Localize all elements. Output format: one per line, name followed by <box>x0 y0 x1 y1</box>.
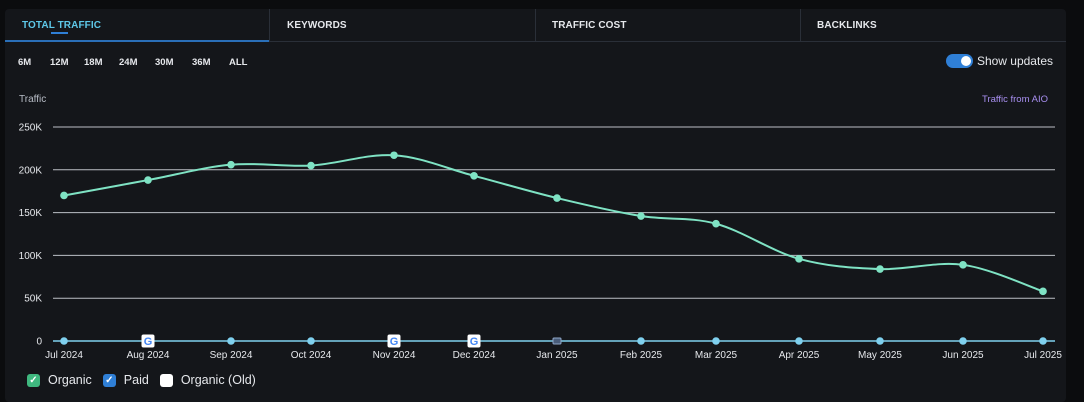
legend-organic-old[interactable]: Organic (Old) <box>159 373 256 387</box>
legend-label-organic: Organic <box>48 373 92 387</box>
traffic-from-aio-link[interactable]: Traffic from AIO <box>982 94 1048 105</box>
google-g-icon: G <box>470 336 479 348</box>
organic-data-point <box>144 176 152 184</box>
legend-label-paid: Paid <box>123 373 149 387</box>
update-marker-icon <box>552 337 562 345</box>
google-g-icon: G <box>144 336 153 348</box>
y-tick-label: 150K <box>19 208 43 219</box>
traffic-panel: TOTAL TRAFFIC KEYWORDS TRAFFIC COST BACK… <box>5 9 1066 402</box>
x-tick-label: Aug 2024 <box>127 350 170 361</box>
y-tick-label: 250K <box>19 123 43 134</box>
y-axis-title: Traffic <box>19 94 47 105</box>
y-tick-label: 0 <box>36 337 42 348</box>
paid-data-point <box>307 337 315 345</box>
range-30m[interactable]: 30M <box>155 57 174 68</box>
organic-data-point <box>959 261 967 269</box>
x-tick-label: Oct 2024 <box>291 350 332 361</box>
legend-label-organic-old: Organic (Old) <box>180 373 256 387</box>
organic-data-point <box>390 151 398 160</box>
legend-paid[interactable]: ✓ Paid <box>102 373 149 387</box>
paid-data-point <box>227 337 235 345</box>
x-tick-label: Jul 2024 <box>45 350 83 361</box>
organic-data-point <box>307 161 315 170</box>
traffic-line-chart: 0 50K 100K 150K 200K 250K Jul 2024 G Aug 2024 Sep… <box>19 123 1063 362</box>
tab-traffic-cost[interactable]: TRAFFIC COST <box>552 20 627 31</box>
paid-data-point <box>1039 337 1047 345</box>
paid-data-point <box>795 337 803 345</box>
x-tick-label: Jan 2025 <box>536 350 578 361</box>
google-update-icon <box>141 334 155 348</box>
x-tick-label: Jun 2025 <box>942 350 984 361</box>
tab-backlinks[interactable]: BACKLINKS <box>817 20 877 31</box>
google-update-icon <box>387 334 401 348</box>
google-g-icon: G <box>390 336 399 348</box>
organic-data-point <box>795 255 803 263</box>
range-24m[interactable]: 24M <box>119 57 138 68</box>
organic-data-point <box>470 171 478 180</box>
tab-total-traffic[interactable]: TOTAL TRAFFIC <box>22 20 102 31</box>
toggle-switch[interactable] <box>945 54 973 68</box>
metric-tabs: TOTAL TRAFFIC KEYWORDS TRAFFIC COST BACK… <box>5 9 1066 42</box>
range-36m[interactable]: 36M <box>192 57 211 68</box>
x-tick-label: Feb 2025 <box>620 350 663 361</box>
google-update-icon <box>467 334 481 348</box>
paid-data-point <box>637 337 645 345</box>
active-tab-indicator <box>5 40 269 42</box>
paid-data-point <box>876 337 884 345</box>
show-updates-label: Show updates <box>976 54 1053 68</box>
tab-divider <box>269 9 270 42</box>
toggle-knob <box>960 56 971 66</box>
organic-data-point <box>712 219 720 228</box>
x-tick-label: Jul 2025 <box>1024 350 1062 361</box>
organic-data-point <box>637 212 645 220</box>
paid-data-point <box>959 337 967 345</box>
tab-keywords[interactable]: KEYWORDS <box>287 20 347 31</box>
tab-divider <box>800 9 801 42</box>
range-12m[interactable]: 12M <box>50 57 69 68</box>
organic-series-line <box>63 154 1044 293</box>
organic-data-point <box>876 265 884 273</box>
y-tick-label: 50K <box>24 294 42 305</box>
y-tick-label: 100K <box>19 251 43 262</box>
paid-data-point <box>712 337 720 345</box>
x-tick-label: Mar 2025 <box>695 350 738 361</box>
selected-range-indicator <box>51 32 68 34</box>
x-tick-label: Nov 2024 <box>373 350 416 361</box>
x-tick-label: Sep 2024 <box>210 350 253 361</box>
organic-data-point <box>1039 287 1047 296</box>
show-updates-toggle[interactable]: Show updates <box>945 54 1053 68</box>
organic-data-point <box>227 160 235 169</box>
y-tick-label: 200K <box>19 165 43 176</box>
checkbox-organic[interactable]: ✓ <box>27 373 40 387</box>
range-all[interactable]: ALL <box>229 57 248 68</box>
range-6m[interactable]: 6M <box>18 57 32 68</box>
checkbox-organic-old[interactable] <box>159 373 173 387</box>
chart-legend: ✓ Organic ✓ Paid Organic (Old) <box>27 373 267 387</box>
x-tick-label: Apr 2025 <box>779 350 820 361</box>
checkbox-paid[interactable]: ✓ <box>102 373 116 387</box>
legend-organic[interactable]: ✓ Organic <box>27 373 92 387</box>
range-18m[interactable]: 18M <box>84 57 103 68</box>
organic-data-point <box>60 191 68 200</box>
paid-data-point <box>60 337 68 345</box>
organic-data-point <box>553 194 561 202</box>
x-tick-label: Dec 2024 <box>453 350 496 361</box>
x-tick-label: May 2025 <box>858 350 902 361</box>
tab-divider <box>535 9 536 42</box>
